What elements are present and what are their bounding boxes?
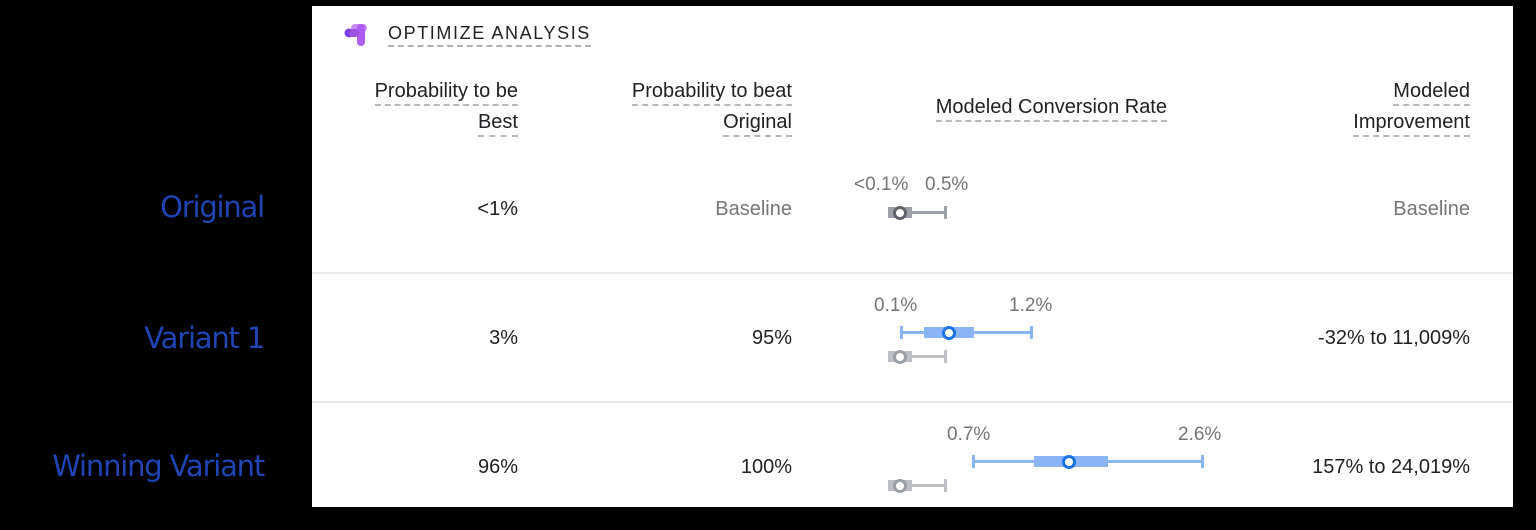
- ci-high-label: 2.6%: [1178, 424, 1222, 445]
- header-probability-best-line2: Best: [477, 109, 518, 137]
- card-header: OPTIMIZE ANALYSIS: [342, 20, 591, 50]
- row-divider: [312, 401, 1513, 403]
- header-probability-beat-line1: Probability to beat: [631, 78, 792, 106]
- ci-low-label: <0.1%: [854, 174, 909, 195]
- ci-high-label: 0.5%: [925, 174, 969, 195]
- header-conversion-rate[interactable]: Modeled Conversion Rate: [872, 92, 1167, 123]
- row-divider: [312, 272, 1513, 274]
- conversion-point-dot: [893, 206, 907, 220]
- improvement-value: 157% to 24,019%: [1312, 456, 1470, 478]
- header-improvement-line1: Modeled: [1393, 78, 1470, 106]
- improvement-value: Baseline: [1393, 198, 1470, 220]
- prob-beat-value: 100%: [740, 456, 792, 478]
- header-probability-best-line1: Probability to be: [374, 78, 518, 106]
- prob-beat-value: Baseline: [715, 198, 792, 220]
- card-title: OPTIMIZE ANALYSIS: [388, 23, 591, 47]
- row-label-variant-1: Variant 1: [144, 321, 265, 355]
- ci-low-label: 0.1%: [874, 295, 918, 316]
- header-conversion-rate-label: Modeled Conversion Rate: [935, 94, 1167, 122]
- header-improvement-line2: Improvement: [1353, 109, 1470, 137]
- header-probability-beat[interactable]: Probability to beat Original: [582, 76, 792, 138]
- optimize-logo-icon: [342, 21, 370, 49]
- row-label-original: Original: [160, 190, 265, 224]
- header-probability-beat-line2: Original: [723, 109, 792, 137]
- conversion-point-dot: [942, 326, 956, 340]
- header-probability-best[interactable]: Probability to be Best: [332, 76, 518, 138]
- prob-best-value: <1%: [477, 198, 518, 220]
- header-modeled-improvement[interactable]: Modeled Improvement: [1262, 76, 1470, 138]
- prob-best-value: 3%: [489, 327, 518, 349]
- optimize-analysis-card: OPTIMIZE ANALYSIS Probability to be Best…: [312, 6, 1513, 507]
- improvement-value: -32% to 11,009%: [1318, 327, 1470, 349]
- ci-low-label: 0.7%: [947, 424, 991, 445]
- prob-best-value: 96%: [477, 456, 518, 478]
- conversion-point-dot: [1062, 455, 1076, 469]
- ci-high-label: 1.2%: [1009, 295, 1053, 316]
- prob-beat-value: 95%: [751, 327, 792, 349]
- row-label-winning-variant: Winning Variant: [52, 449, 265, 483]
